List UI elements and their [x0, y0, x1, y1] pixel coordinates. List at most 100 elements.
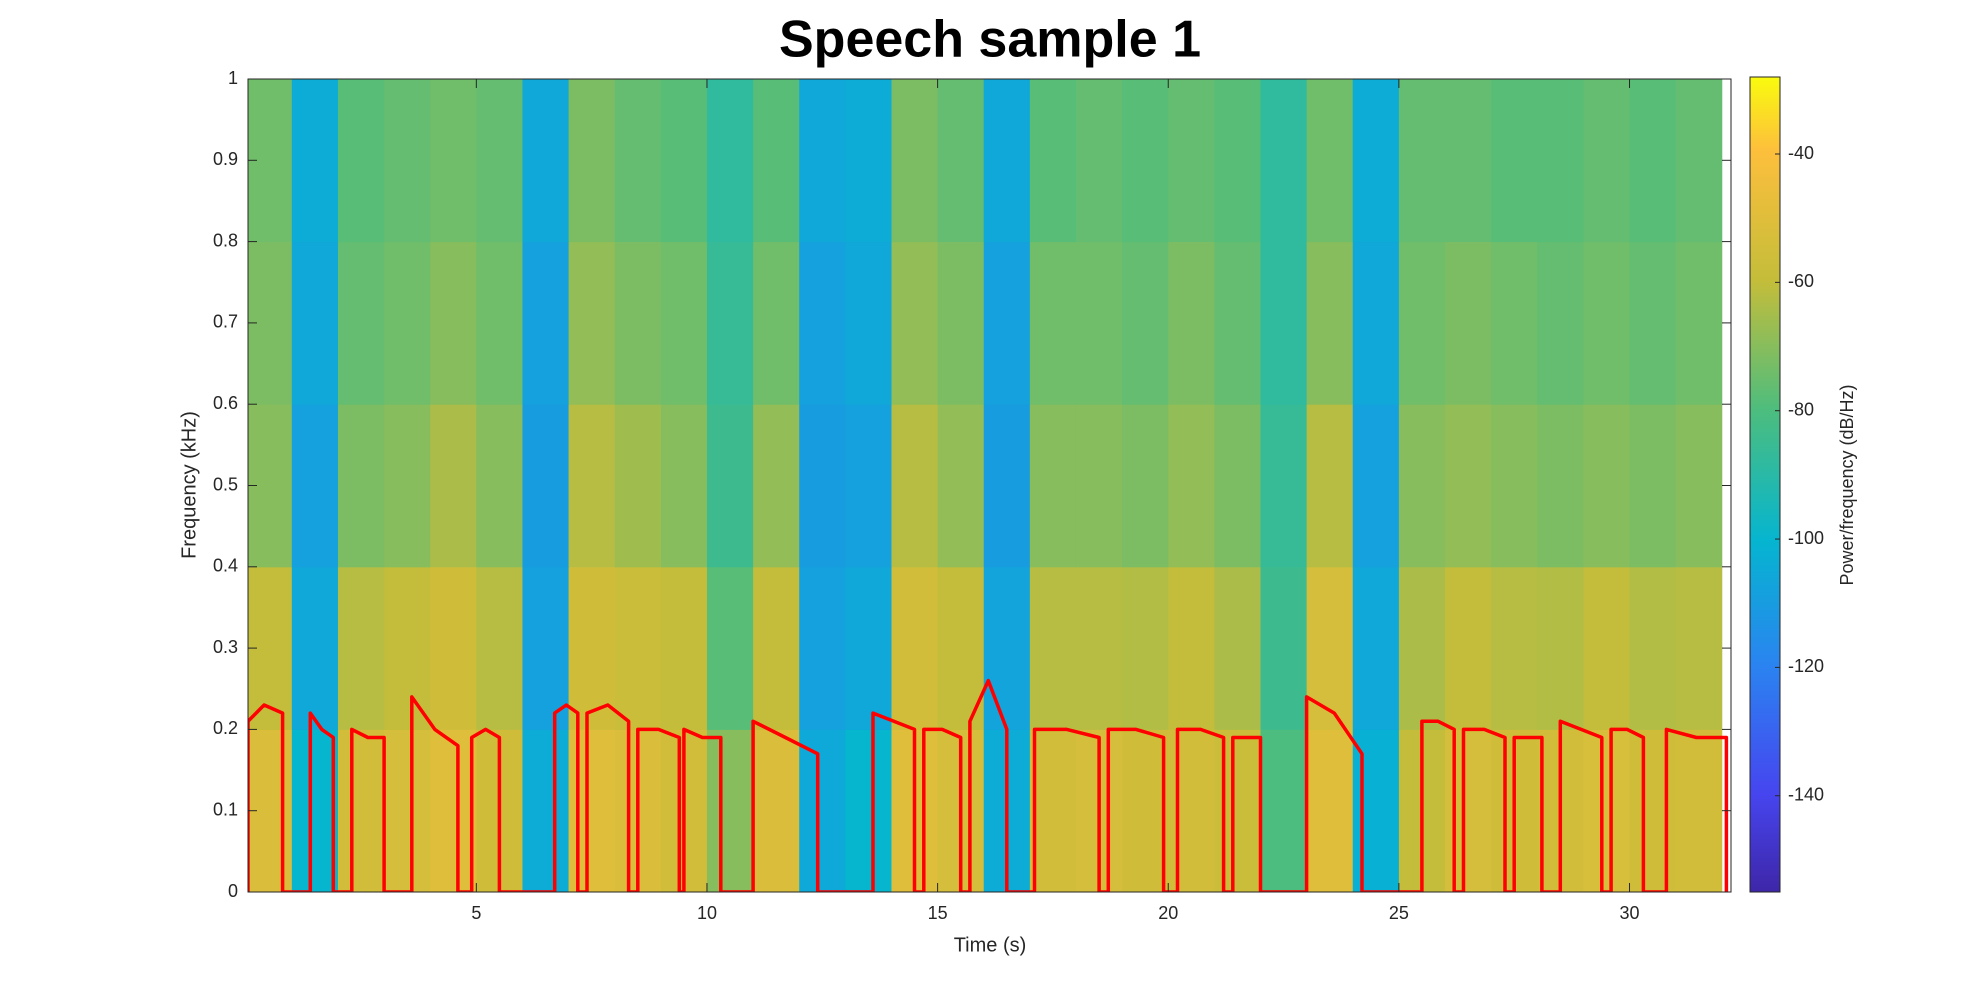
heat-cell	[845, 566, 892, 730]
heat-cell	[614, 566, 662, 730]
heat-cell	[430, 404, 477, 568]
heat-cell	[1583, 241, 1631, 405]
heat-cell	[1029, 241, 1077, 405]
heat-cell	[1075, 241, 1123, 405]
heat-cell	[614, 241, 662, 405]
heat-cell	[1629, 79, 1677, 243]
heat-cell	[1583, 566, 1631, 730]
y-tick-label: 0.8	[213, 230, 238, 250]
heat-cell	[430, 241, 477, 405]
heat-cell	[1075, 566, 1123, 730]
heat-cell	[384, 79, 431, 243]
x-axis-label: Time (s)	[954, 934, 1027, 956]
heat-cell	[891, 79, 939, 243]
heat-cell	[1583, 404, 1631, 568]
heat-cell	[660, 566, 708, 730]
x-tick-label: 25	[1389, 903, 1409, 923]
heat-cell	[1675, 404, 1723, 568]
heat-cell	[660, 404, 708, 568]
heat-cell	[291, 79, 339, 243]
heat-cell	[1398, 241, 1446, 405]
heat-cell	[1214, 79, 1261, 243]
heat-cell	[1537, 566, 1584, 730]
y-tick-label: 0	[228, 881, 238, 901]
y-tick-label: 0.1	[213, 799, 238, 819]
heat-cell	[1675, 79, 1723, 243]
heat-cell	[568, 729, 616, 892]
heat-cell	[1075, 79, 1123, 243]
heat-cell	[1583, 729, 1631, 892]
heat-cell	[1029, 729, 1077, 892]
heat-cell	[753, 79, 800, 243]
heat-cell	[845, 79, 892, 243]
heat-cell	[522, 729, 570, 892]
heat-cell	[1214, 241, 1261, 405]
heat-cell	[430, 566, 477, 730]
y-tick-label: 1	[228, 68, 238, 88]
heat-cell	[753, 241, 800, 405]
heat-cell	[568, 404, 616, 568]
heat-cell	[1122, 566, 1169, 730]
heat-cell	[845, 729, 892, 892]
heat-cell	[476, 79, 523, 243]
heat-cell	[1537, 79, 1584, 243]
heat-cell	[291, 729, 339, 892]
heat-cell	[1168, 566, 1215, 730]
heat-cell	[1260, 404, 1308, 568]
heat-cell	[1260, 241, 1308, 405]
colorbar	[1749, 76, 1781, 893]
heat-cell	[1168, 241, 1215, 405]
heat-cell	[384, 404, 431, 568]
heat-cell	[1445, 566, 1492, 730]
heat-cell	[522, 566, 570, 730]
heat-cell	[845, 241, 892, 405]
colorbar-tick-label: -140	[1788, 784, 1824, 804]
heat-cell	[660, 241, 708, 405]
heat-cell	[476, 404, 523, 568]
heat-cell	[1306, 404, 1354, 568]
heat-cell	[891, 566, 939, 730]
heat-cell	[522, 79, 570, 243]
x-tick-label: 5	[471, 903, 481, 923]
heat-cell	[1675, 729, 1723, 892]
y-tick-label: 0.7	[213, 312, 238, 332]
y-tick-label: 0.2	[213, 718, 238, 738]
heat-cell	[291, 404, 339, 568]
heat-cell	[1398, 566, 1446, 730]
heat-cell	[1029, 404, 1077, 568]
heat-cell	[1537, 404, 1584, 568]
heat-cell	[891, 404, 939, 568]
heat-cell	[1352, 241, 1400, 405]
heat-cell	[799, 79, 846, 243]
heat-cell	[753, 404, 800, 568]
heat-cell	[983, 566, 1031, 730]
heat-cell	[614, 79, 662, 243]
heat-cell	[706, 404, 754, 568]
heat-cell	[706, 79, 754, 243]
colorbar-tick-label: -60	[1788, 271, 1814, 291]
heat-cell	[1352, 566, 1400, 730]
x-tick-label: 10	[697, 903, 717, 923]
x-tick-label: 30	[1620, 903, 1640, 923]
heat-cell	[706, 729, 754, 892]
heat-cell	[1352, 79, 1400, 243]
heat-cell	[1352, 729, 1400, 892]
heat-cell	[1445, 79, 1492, 243]
heat-cell	[384, 566, 431, 730]
heat-cell	[476, 566, 523, 730]
heat-cell	[937, 79, 985, 243]
heat-cell	[799, 729, 846, 892]
y-tick-label: 0.4	[213, 556, 238, 576]
heat-cell	[1029, 566, 1077, 730]
heat-cell	[1491, 241, 1538, 405]
heat-cell	[799, 404, 846, 568]
heat-cell	[337, 566, 385, 730]
heat-cell	[1491, 404, 1538, 568]
heat-cell	[1398, 79, 1446, 243]
spectrogram	[248, 79, 1723, 892]
y-tick-label: 0.6	[213, 393, 238, 413]
heat-cell	[522, 241, 570, 405]
heat-cell	[1122, 404, 1169, 568]
heat-cell	[983, 79, 1031, 243]
